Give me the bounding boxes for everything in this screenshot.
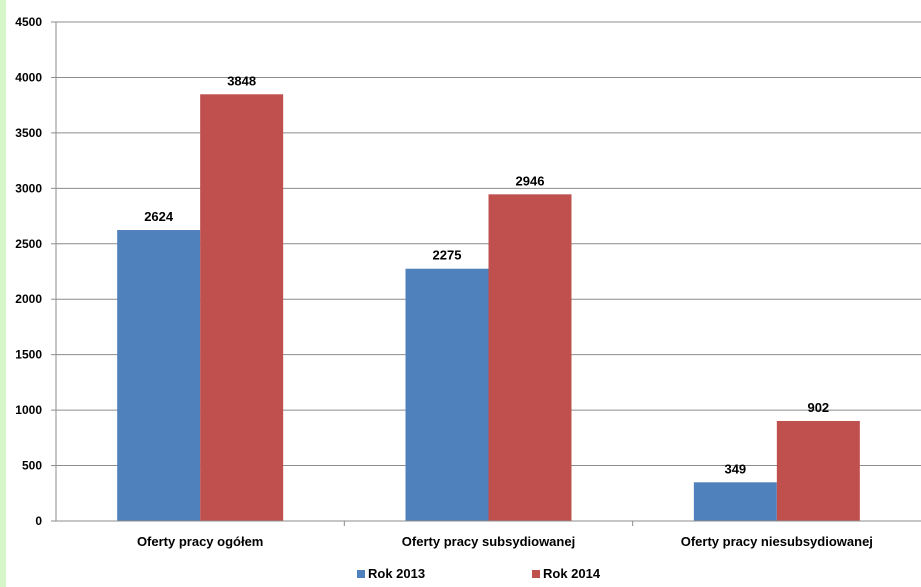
data-label: 902: [807, 400, 829, 415]
y-tick-label: 4500: [15, 15, 42, 29]
y-tick-label: 2500: [15, 237, 42, 251]
y-axis-ticks: 0 500 1000 1500 2000 2500 3000 3500 4000 4500: [15, 15, 56, 528]
legend-label-2014: Rok 2014: [543, 566, 601, 581]
bar: [776, 420, 860, 521]
y-tick-label: 1500: [15, 348, 42, 362]
y-tick-label: 4000: [15, 70, 42, 84]
data-label: 3848: [227, 73, 256, 88]
data-label: 2275: [433, 248, 462, 263]
category-label: Oferty pracy niesubsydiowanej: [681, 534, 873, 549]
legend-item-2014: Rok 2014: [532, 566, 600, 581]
data-labels: 2624 3848 2275 2946 349 902: [144, 73, 829, 476]
axes: [55, 22, 921, 526]
bars: [117, 94, 860, 521]
data-label: 2624: [144, 209, 174, 224]
category-label: Oferty pracy subsydiowanej: [402, 534, 575, 549]
left-accent-strip: [0, 0, 6, 587]
y-tick-label: 0: [35, 514, 42, 528]
y-tick-label: 500: [22, 459, 42, 473]
bar: [117, 230, 201, 521]
y-tick-label: 3500: [15, 126, 42, 140]
y-tick-label: 2000: [15, 292, 42, 306]
x-axis-categories: Oferty pracy ogółem Oferty pracy subsydio…: [137, 534, 873, 549]
bar: [405, 268, 489, 521]
legend-swatch-2014: [532, 569, 540, 578]
legend: Rok 2013 Rok 2014: [0, 566, 921, 586]
legend-item-2013: Rok 2013: [357, 566, 425, 581]
category-label: Oferty pracy ogółem: [137, 534, 263, 549]
data-label: 349: [724, 461, 746, 476]
legend-swatch-2013: [357, 569, 365, 578]
bar: [693, 482, 777, 521]
bar: [200, 94, 284, 521]
data-label: 2946: [516, 173, 545, 188]
y-tick-label: 1000: [15, 403, 42, 417]
legend-label-2013: Rok 2013: [368, 566, 426, 581]
bar: [488, 194, 572, 521]
y-tick-label: 3000: [15, 181, 42, 195]
